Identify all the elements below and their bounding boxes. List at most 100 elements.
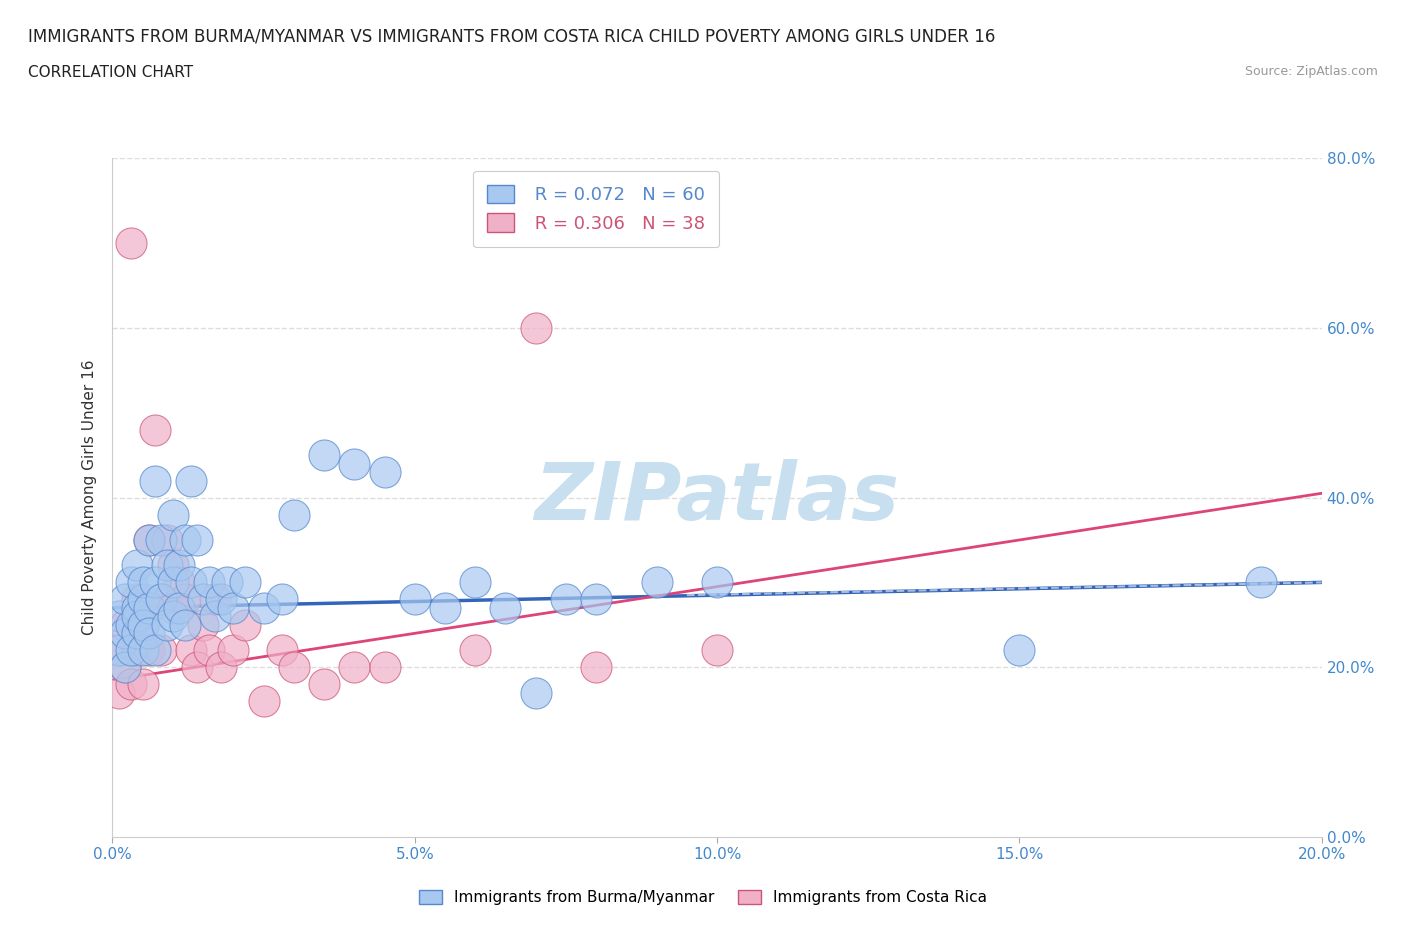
Point <box>433 601 456 616</box>
Point <box>174 533 197 548</box>
Point <box>253 601 276 616</box>
Point <box>186 533 208 548</box>
Point <box>1008 643 1031 658</box>
Point <box>495 601 517 616</box>
Point <box>1250 575 1272 590</box>
Point <box>125 609 148 624</box>
Point <box>132 618 155 632</box>
Point <box>235 618 257 632</box>
Legend:  R = 0.072   N = 60,  R = 0.306   N = 38: R = 0.072 N = 60, R = 0.306 N = 38 <box>472 170 720 247</box>
Point <box>198 575 221 590</box>
Point <box>554 592 576 607</box>
Point <box>270 592 292 607</box>
Point <box>114 660 136 675</box>
Point <box>138 643 160 658</box>
Point <box>706 575 728 590</box>
Point <box>143 643 166 658</box>
Point <box>120 575 142 590</box>
Point <box>404 592 426 607</box>
Point <box>524 320 547 336</box>
Point <box>204 592 226 607</box>
Point <box>174 592 197 607</box>
Point <box>107 643 129 658</box>
Point <box>162 558 184 573</box>
Point <box>143 473 166 488</box>
Legend: Immigrants from Burma/Myanmar, Immigrants from Costa Rica: Immigrants from Burma/Myanmar, Immigrant… <box>412 883 994 913</box>
Point <box>120 235 142 250</box>
Point <box>174 618 197 632</box>
Point <box>149 592 172 607</box>
Point <box>343 457 366 472</box>
Point <box>180 473 202 488</box>
Point <box>132 677 155 692</box>
Point <box>149 643 172 658</box>
Point <box>585 660 607 675</box>
Point <box>191 618 214 632</box>
Point <box>374 465 396 480</box>
Point <box>222 601 245 616</box>
Point <box>162 507 184 522</box>
Point <box>107 609 129 624</box>
Point <box>645 575 668 590</box>
Point <box>162 609 184 624</box>
Point <box>143 422 166 437</box>
Point <box>132 618 155 632</box>
Point <box>186 660 208 675</box>
Point <box>180 643 202 658</box>
Point <box>143 575 166 590</box>
Point <box>125 558 148 573</box>
Point <box>114 660 136 675</box>
Point <box>149 592 172 607</box>
Point <box>107 685 129 700</box>
Point <box>114 626 136 641</box>
Point <box>120 643 142 658</box>
Point <box>120 677 142 692</box>
Point <box>149 533 172 548</box>
Point <box>283 507 305 522</box>
Point <box>138 533 160 548</box>
Point <box>464 575 486 590</box>
Point <box>706 643 728 658</box>
Point <box>180 575 202 590</box>
Point <box>132 575 155 590</box>
Point <box>209 660 232 675</box>
Text: IMMIGRANTS FROM BURMA/MYANMAR VS IMMIGRANTS FROM COSTA RICA CHILD POVERTY AMONG : IMMIGRANTS FROM BURMA/MYANMAR VS IMMIGRA… <box>28 28 995 46</box>
Text: CORRELATION CHART: CORRELATION CHART <box>28 65 193 80</box>
Point <box>156 533 179 548</box>
Point <box>156 558 179 573</box>
Point <box>253 694 276 709</box>
Point <box>138 601 160 616</box>
Point <box>114 618 136 632</box>
Point <box>314 447 336 462</box>
Point <box>162 601 184 616</box>
Point <box>209 592 232 607</box>
Point <box>217 575 239 590</box>
Point <box>167 601 190 616</box>
Point <box>162 575 184 590</box>
Point <box>222 643 245 658</box>
Point <box>343 660 366 675</box>
Point <box>120 618 142 632</box>
Point <box>270 643 292 658</box>
Point <box>374 660 396 675</box>
Text: Source: ZipAtlas.com: Source: ZipAtlas.com <box>1244 65 1378 78</box>
Point <box>235 575 257 590</box>
Point <box>156 618 179 632</box>
Point <box>107 643 129 658</box>
Point <box>167 558 190 573</box>
Point <box>585 592 607 607</box>
Point <box>464 643 486 658</box>
Point <box>138 626 160 641</box>
Point <box>167 575 190 590</box>
Point <box>204 609 226 624</box>
Point <box>314 677 336 692</box>
Point <box>198 643 221 658</box>
Point <box>125 626 148 641</box>
Point <box>114 592 136 607</box>
Point <box>125 592 148 607</box>
Point <box>125 643 148 658</box>
Point <box>191 592 214 607</box>
Point <box>524 685 547 700</box>
Point <box>132 592 155 607</box>
Y-axis label: Child Poverty Among Girls Under 16: Child Poverty Among Girls Under 16 <box>82 360 97 635</box>
